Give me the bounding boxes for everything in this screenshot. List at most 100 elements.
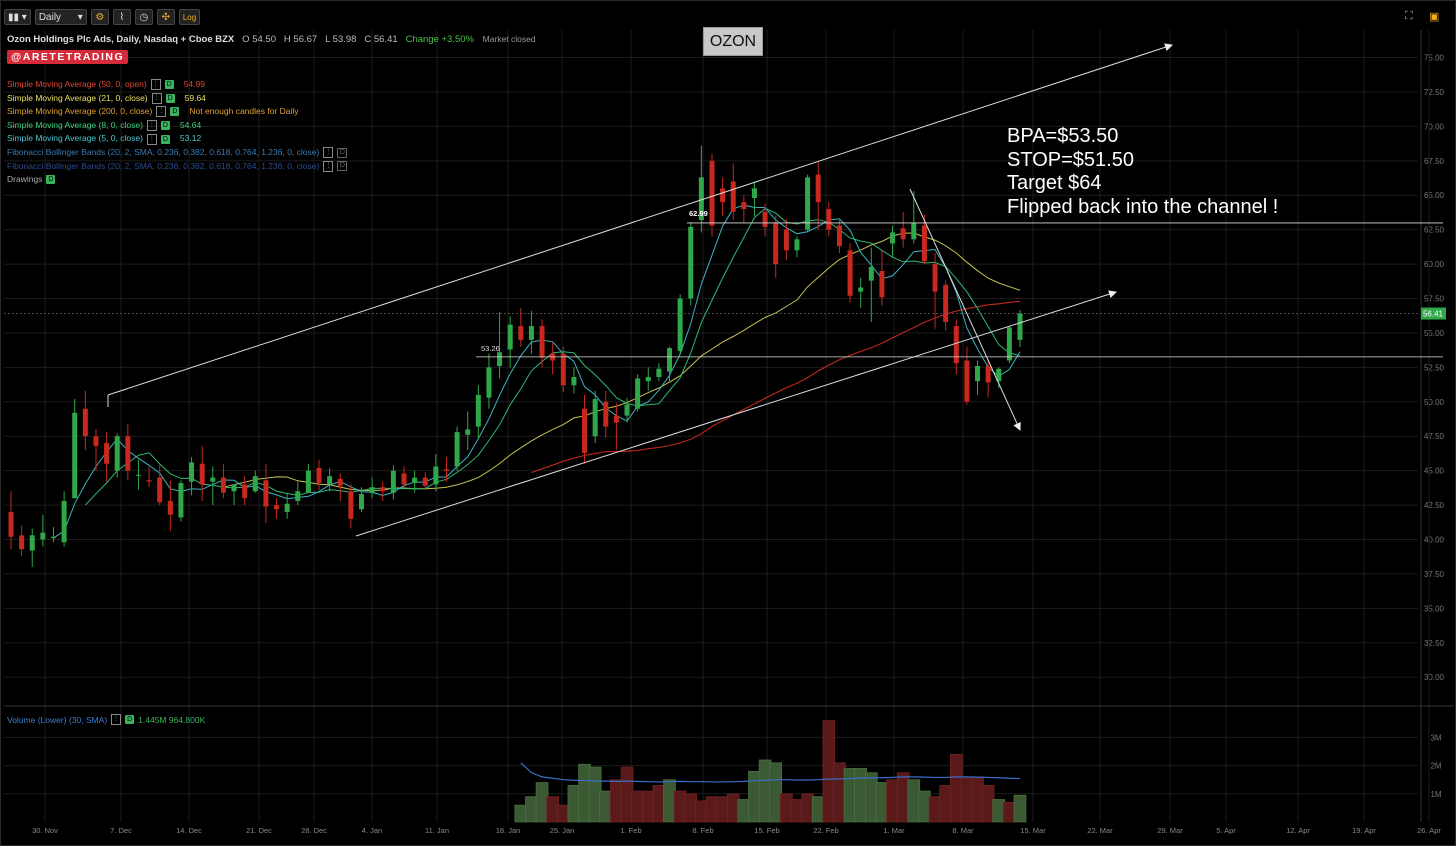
volume-bar bbox=[726, 793, 740, 823]
study-settings-icon[interactable]: ⋮ bbox=[156, 106, 167, 118]
timeframe-select[interactable]: Daily ▾ bbox=[34, 9, 87, 25]
studies-button[interactable]: ⌇ bbox=[112, 9, 131, 25]
study-settings-icon[interactable]: ⋮ bbox=[146, 133, 157, 145]
candle-body bbox=[858, 287, 864, 292]
display-toggle[interactable]: D bbox=[125, 715, 135, 724]
candle-body bbox=[635, 378, 641, 409]
study-settings-icon[interactable]: ⋮ bbox=[150, 79, 161, 91]
candle-body bbox=[815, 174, 821, 203]
study-settings-icon[interactable]: ⋮ bbox=[151, 92, 162, 104]
expand-icon[interactable]: ⛶ bbox=[1405, 10, 1413, 22]
study-settings-icon[interactable]: ⋮ bbox=[323, 160, 334, 172]
y-tick-label: 52.50 bbox=[1424, 363, 1445, 372]
candle-body bbox=[507, 324, 513, 350]
display-toggle[interactable]: D bbox=[46, 175, 56, 185]
candle-body bbox=[497, 352, 503, 366]
volume-sma-line bbox=[520, 762, 1021, 783]
study-row[interactable]: Simple Moving Average (200, 0, close) ⋮ D N… bbox=[7, 105, 347, 119]
candle-body bbox=[274, 505, 280, 510]
study-row[interactable]: Simple Moving Average (50, 0, open) ⋮ D 54.… bbox=[7, 78, 347, 92]
candle-body bbox=[475, 394, 481, 427]
study-row[interactable]: Fibonacci Bollinger Bands (20, 2, SMA, 0… bbox=[7, 146, 348, 160]
display-toggle[interactable]: D bbox=[160, 121, 170, 131]
study-label: Fibonacci Bollinger Bands (20, 2, SMA, 0… bbox=[7, 160, 320, 171]
x-tick-label: 26. Apr bbox=[1417, 826, 1441, 835]
candle-body bbox=[8, 511, 14, 537]
candle-body bbox=[263, 480, 269, 507]
study-row[interactable]: Fibonacci Bollinger Bands (20, 2, SMA, 0… bbox=[7, 160, 348, 174]
display-toggle[interactable]: D bbox=[170, 107, 180, 117]
x-tick-label: 22. Mar bbox=[1087, 826, 1113, 835]
display-toggle[interactable]: D bbox=[160, 134, 170, 144]
x-tick-label: 11. Jan bbox=[425, 826, 449, 835]
display-toggle[interactable]: D bbox=[165, 93, 175, 103]
display-toggle[interactable]: D bbox=[164, 80, 174, 90]
settings-icon[interactable]: ⋮ bbox=[111, 714, 122, 725]
candle-body bbox=[422, 477, 428, 486]
study-value: 53.12 bbox=[179, 133, 202, 144]
candle-body bbox=[868, 266, 874, 281]
time-button[interactable]: ◷ bbox=[134, 9, 153, 25]
study-row[interactable]: Drawings D bbox=[7, 173, 347, 187]
candle-body bbox=[773, 222, 779, 265]
last-price-label: 56.41 bbox=[1423, 310, 1444, 319]
study-label: Simple Moving Average (5, 0, close) bbox=[7, 133, 143, 144]
study-row[interactable]: Simple Moving Average (5, 0, close) ⋮ D 53.… bbox=[7, 132, 347, 146]
lower-channel-line bbox=[355, 290, 1117, 537]
study-value: 54.99 bbox=[183, 79, 205, 89]
x-tick-label: 15. Mar bbox=[1020, 826, 1046, 835]
study-row[interactable]: Simple Moving Average (8, 0, close) ⋮ D 54.… bbox=[7, 119, 347, 133]
candle-body bbox=[19, 535, 25, 550]
note-line: Target $64 bbox=[1007, 172, 1102, 194]
volume-bar bbox=[716, 796, 729, 823]
display-toggle[interactable]: D bbox=[337, 161, 348, 172]
volume-bar bbox=[801, 793, 814, 823]
volume-tick-label: 3M bbox=[1430, 733, 1441, 742]
candle-body bbox=[794, 239, 800, 251]
volume-bar bbox=[769, 762, 783, 823]
candle-body bbox=[401, 473, 407, 485]
upper-channel-line bbox=[107, 43, 1173, 396]
last-price-badge bbox=[1421, 307, 1446, 320]
candle-body bbox=[29, 535, 35, 551]
volume-bar bbox=[588, 766, 602, 823]
study-row[interactable]: Simple Moving Average (21, 0, close) ⋮ D 59… bbox=[7, 92, 347, 106]
camera-icon[interactable]: ▣ bbox=[1429, 11, 1440, 23]
market-status: Market closed bbox=[482, 34, 536, 44]
x-tick-label: 15. Feb bbox=[754, 826, 779, 835]
x-tick-label: 21. Dec bbox=[246, 826, 272, 835]
study-settings-icon[interactable]: ⋮ bbox=[146, 120, 157, 132]
x-tick-label: 14. Dec bbox=[176, 826, 202, 835]
candle-body bbox=[380, 487, 386, 492]
volume-tick-label: 1M bbox=[1430, 790, 1441, 799]
x-tick-label: 1. Mar bbox=[883, 826, 905, 835]
display-toggle[interactable]: D bbox=[337, 147, 348, 158]
candle-body bbox=[847, 250, 853, 296]
chart-style-button[interactable]: ▮▮ ▾ bbox=[4, 9, 31, 25]
candle-body bbox=[454, 432, 460, 467]
y-tick-label: 75.00 bbox=[1424, 54, 1445, 63]
study-settings-icon[interactable]: ⋮ bbox=[323, 147, 334, 159]
candle-body bbox=[645, 377, 651, 382]
settings-button[interactable]: ⚙ bbox=[90, 9, 109, 25]
candle-body bbox=[571, 377, 577, 386]
y-tick-label: 60.00 bbox=[1424, 260, 1445, 269]
drawing-button[interactable]: ✣ bbox=[156, 9, 175, 25]
volume-bar bbox=[695, 800, 708, 823]
study-label: Simple Moving Average (21, 0, close) bbox=[7, 92, 148, 103]
log-button[interactable]: Log bbox=[178, 9, 201, 25]
candle-body bbox=[358, 494, 364, 510]
trade-notes: BPA=$53.50 STOP=$51.50 Target $64 Flippe… bbox=[1007, 125, 1278, 219]
volume-bar bbox=[673, 790, 687, 823]
x-tick-label: 22. Feb bbox=[813, 826, 838, 835]
volume-bar bbox=[833, 762, 846, 823]
chart-toolbar: ▮▮ ▾ Daily ▾ ⚙ ⌇ ◷ ✣ Log bbox=[4, 9, 201, 25]
candle-body bbox=[433, 466, 439, 485]
y-tick-label: 57.50 bbox=[1424, 295, 1445, 304]
candle-body bbox=[953, 326, 959, 364]
close-value: C 56.41 bbox=[364, 34, 398, 45]
crosshair-icon: ✣ bbox=[161, 11, 170, 23]
volume-bar bbox=[780, 793, 793, 823]
candle-body bbox=[751, 188, 757, 198]
